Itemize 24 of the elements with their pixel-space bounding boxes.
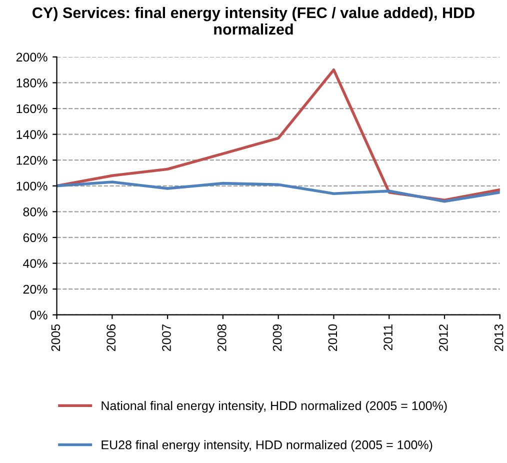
y-tick-label: 60% xyxy=(23,233,48,242)
x-tick-label: 2009 xyxy=(272,324,282,352)
y-tick-label: 120% xyxy=(16,156,48,165)
y-tick-label: 140% xyxy=(16,130,48,139)
x-tick-label: 2005 xyxy=(51,324,60,352)
y-tick-label: 100% xyxy=(16,182,48,191)
legend-label: National final energy intensity, HDD normalized (2005 = 100%) xyxy=(102,400,447,413)
y-tick-label: 180% xyxy=(16,78,48,88)
x-tick-label: 2011 xyxy=(384,324,392,350)
legend-label: EU28 final energy intensity, HDD normalized (2005 = 100%) xyxy=(102,440,432,452)
y-tick-label: 200% xyxy=(16,52,48,62)
chart-title: CY) Services: final energy intensity (FEC / value added), HDD normalized xyxy=(32,6,474,35)
y-tick-label: 0% xyxy=(30,310,48,320)
y-tick-label: 160% xyxy=(16,104,48,114)
y-tick-label: 40% xyxy=(23,259,48,268)
line-series xyxy=(56,180,500,203)
x-tick-label: 2010 xyxy=(328,324,338,352)
y-tick-label: 20% xyxy=(23,284,48,294)
x-tick-label: 2013 xyxy=(494,324,504,352)
y-tick-label: 80% xyxy=(23,207,48,216)
x-tick-label: 2006 xyxy=(106,324,116,352)
x-tick-label: 2008 xyxy=(217,324,226,352)
x-tick-label: 2007 xyxy=(162,324,171,352)
x-tick-label: 2012 xyxy=(439,324,448,352)
